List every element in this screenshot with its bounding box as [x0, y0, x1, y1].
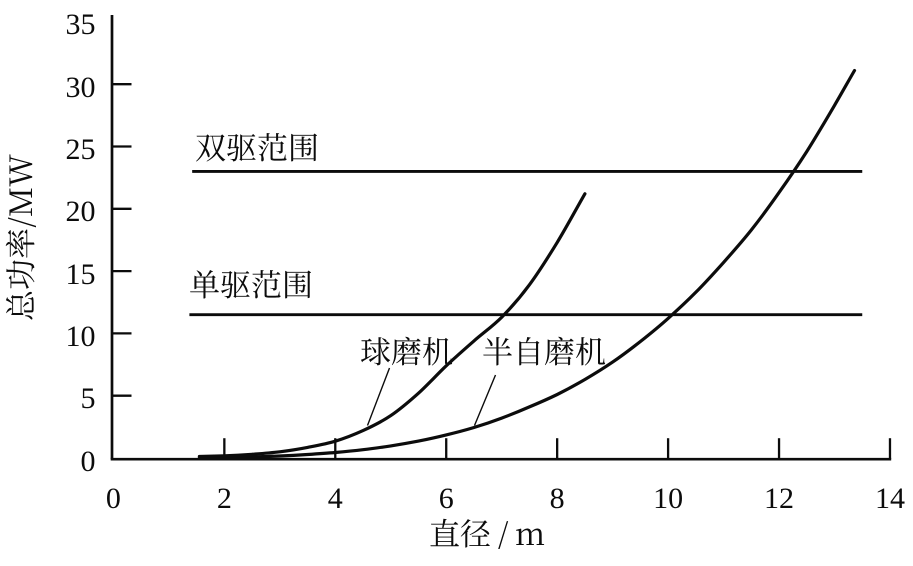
x-tick-label-10: 10: [653, 481, 684, 515]
sag-mill-label-glyph: [544, 336, 574, 365]
y-axis-title: [5, 154, 36, 320]
single-drive-range-label-glyph: [190, 269, 219, 298]
single-drive-range-label-glyph: [285, 270, 312, 298]
y-axis-title-glyph: [5, 291, 34, 320]
sag-mill-label: [483, 336, 606, 365]
x-axis-title-glyph: [430, 518, 459, 547]
dual-drive-range-label: [196, 132, 318, 162]
x-tick-label-14: 14: [874, 481, 905, 515]
ball-mill-label: [360, 336, 453, 365]
dual-drive-range-label-glyph: [227, 133, 256, 161]
x-tick-label-2: 2: [216, 481, 232, 515]
dual-drive-range-label-glyph: [196, 133, 226, 162]
x-axis-title-glyph: [516, 528, 545, 545]
y-axis-title-glyph: [9, 154, 33, 187]
y-axis-title-glyph: [8, 217, 36, 228]
ball-mill-label-glyph: [391, 336, 421, 365]
dual-drive-range-label-glyph: [258, 132, 287, 161]
x-axis-title-glyph: [460, 519, 490, 548]
x-axis-title-glyph: [498, 521, 509, 549]
x-tick-label-6: 6: [438, 481, 454, 515]
x-tick-label-4: 4: [327, 481, 343, 515]
sag-mill-label-glyph: [483, 336, 512, 365]
y-tick-label-20: 20: [65, 195, 96, 229]
y-tick-label-25: 25: [65, 133, 96, 166]
ball-mill-label-glyph: [360, 336, 391, 365]
dual-drive-range-label-glyph: [291, 133, 318, 161]
x-tick-label-8: 8: [549, 481, 565, 515]
sag-mill-label-glyph: [576, 336, 606, 365]
y-axis-title-glyph: [9, 188, 32, 216]
sag-mill-leader-line: [473, 374, 497, 426]
y-tick-label-0: 0: [80, 444, 96, 478]
y-tick-label-35: 35: [65, 8, 96, 42]
y-axis-title-glyph: [6, 260, 35, 289]
ball-mill-leader-line: [366, 367, 391, 426]
ball-mill-label-glyph: [423, 336, 453, 365]
single-drive-range-label-glyph: [252, 269, 281, 298]
x-tick-label-12: 12: [764, 481, 795, 515]
sag-mill-label-glyph: [519, 336, 540, 365]
y-axis-title-glyph: [5, 229, 35, 258]
y-tick-label-15: 15: [65, 257, 96, 291]
y-tick-label-10: 10: [65, 319, 96, 353]
y-tick-label-5: 5: [80, 382, 96, 416]
ball-mill-curve: [197, 192, 587, 459]
single-drive-range-label: [190, 269, 312, 298]
sag-mill-curve: [197, 68, 857, 460]
y-tick-label-30: 30: [65, 70, 96, 104]
single-drive-range-label-glyph: [221, 270, 250, 298]
x-tick-label-0: 0: [105, 481, 121, 515]
x-axis-title: [430, 518, 545, 549]
